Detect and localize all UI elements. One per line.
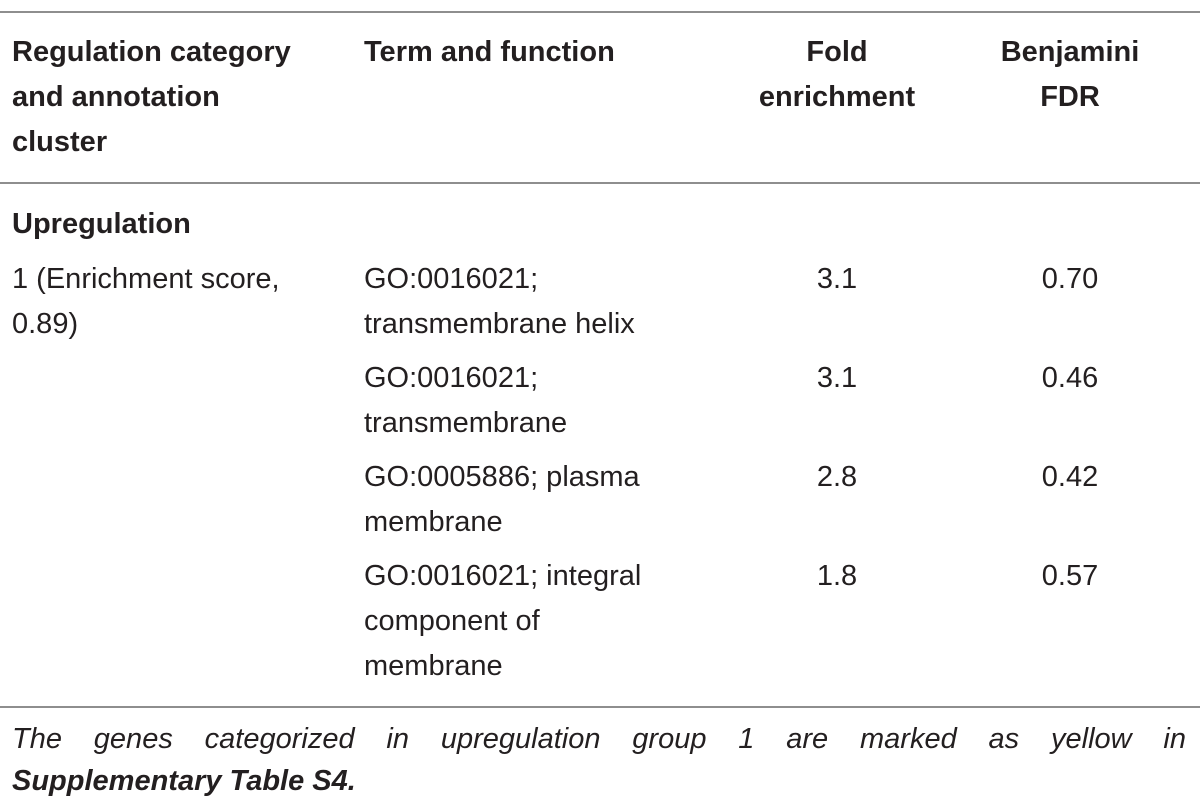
header-text: Fold [806, 36, 868, 68]
table-row-fold: 2.8 [816, 461, 858, 493]
header-text: Regulation category [12, 36, 291, 68]
term-text: GO:0016021; [364, 362, 539, 394]
footnote-text: The genes categorized in upregulation gr… [12, 723, 1186, 755]
term-text: membrane [364, 650, 503, 682]
header-divider-rule [0, 182, 1200, 184]
table-row-fold: 3.1 [816, 362, 858, 394]
header-text: cluster [12, 126, 108, 158]
header-text: enrichment [758, 81, 916, 113]
header-text: and annotation [12, 81, 220, 113]
term-text: transmembrane [364, 407, 568, 439]
header-regulation-category: Regulation category and annotation clust… [12, 30, 352, 165]
header-text: Term and function [364, 36, 615, 68]
table-row-fdr: 0.57 [1041, 560, 1099, 592]
table-row-fdr: 0.42 [1041, 461, 1099, 493]
table-row-fold: 3.1 [816, 263, 858, 295]
header-term-and-function: Term and function [364, 30, 694, 75]
term-text: transmembrane helix [364, 308, 635, 340]
cluster-text: 1 (Enrichment score, [12, 263, 280, 295]
term-text: membrane [364, 506, 503, 538]
table-row-term: GO:0005886; plasma membrane [364, 455, 724, 545]
table-row-term: GO:0016021; transmembrane helix [364, 257, 724, 347]
table-bottom-rule [0, 706, 1200, 708]
term-text: component of [364, 605, 540, 637]
header-benjamini-fdr: Benjamini FDR [980, 30, 1160, 120]
table-footnote: The genes categorized in upregulation gr… [12, 718, 1186, 802]
table-row-term: GO:0016021; integral component of membra… [364, 554, 724, 689]
cluster-label: 1 (Enrichment score, 0.89) [12, 257, 342, 347]
footnote-reference: Supplementary Table S4. [12, 765, 356, 797]
term-text: GO:0016021; integral [364, 560, 642, 592]
term-text: GO:0005886; plasma [364, 461, 640, 493]
header-text: FDR [1040, 81, 1100, 113]
table-row-fold: 1.8 [816, 560, 858, 592]
term-text: GO:0016021; [364, 263, 539, 295]
header-text: Benjamini [1000, 36, 1140, 68]
section-label-upregulation: Upregulation [12, 208, 191, 240]
table-row-term: GO:0016021; transmembrane [364, 356, 724, 446]
table-top-rule [0, 11, 1200, 13]
header-fold-enrichment: Fold enrichment [742, 30, 932, 120]
table-row-fdr: 0.70 [1041, 263, 1099, 295]
table-row-fdr: 0.46 [1041, 362, 1099, 394]
cluster-text: 0.89) [12, 308, 79, 340]
